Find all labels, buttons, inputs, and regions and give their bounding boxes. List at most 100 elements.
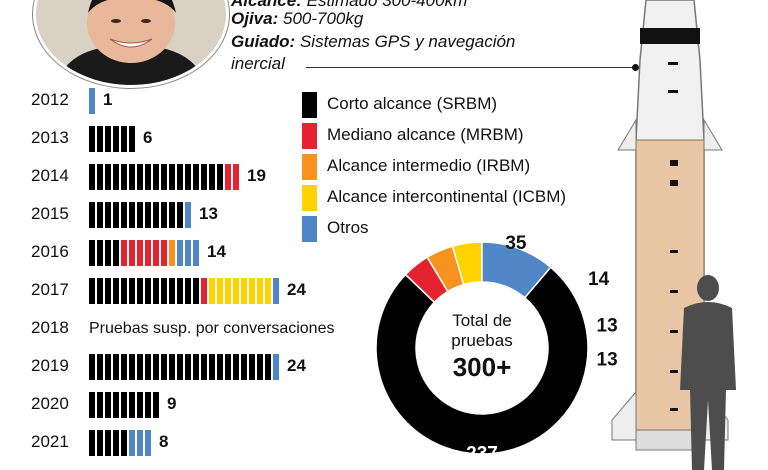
bar-segment [121,392,127,418]
year-label-2021: 2021 [31,432,69,451]
bar-row-2012 [89,88,97,114]
bar-segment [193,164,199,190]
spec-alcance-label: Alcance: [231,0,302,10]
bar-segment [145,278,151,304]
bar-segment [129,240,135,266]
bar-segment [121,354,127,380]
bar-segment [169,202,175,228]
spec-ojiva-value: 500-700kg [282,9,364,28]
year-label-2013: 2013 [31,128,69,147]
legend-swatch-srbm [302,92,317,118]
year-label-2014: 2014 [31,166,69,185]
donut-label-2: 13 [597,316,618,337]
bar-segment [153,278,159,304]
bar-segment [121,240,127,266]
legend-swatch-icbm [302,185,317,211]
bar-segment [217,354,223,380]
bar-row-2013 [89,126,137,152]
bar-segment [273,278,279,304]
bar-segment [177,278,183,304]
bar-segment [129,392,135,418]
year-label-2015: 2015 [31,204,69,223]
bar-segment [209,354,215,380]
bar-segment [217,278,223,304]
bar-segment [145,392,151,418]
bar-segment [153,240,159,266]
bar-segment [129,278,135,304]
spec-alcance: Alcance: Estimado 300-400km [231,0,467,11]
bar-segment [233,164,239,190]
bar-total-2019: 24 [287,356,306,375]
bar-row-2015 [89,202,193,228]
bar-row-2016 [89,240,201,266]
bar-segment [105,354,111,380]
legend-label-srbm: Corto alcance (SRBM) [327,94,498,113]
bar-segment [105,430,111,456]
donut-label-1: 13 [597,350,618,371]
donut-slice-0 [375,266,589,455]
bar-segment [113,278,119,304]
bar-segment [249,354,255,380]
bar-segment [89,88,95,114]
bar-segment [97,430,103,456]
bar-segment [233,354,239,380]
year-note-2018: Pruebas susp. por conversaciones [89,320,335,337]
bar-segment [153,164,159,190]
bar-segment [177,354,183,380]
bar-segment [249,278,255,304]
bar-segment [185,202,191,228]
bar-row-2017 [89,278,281,304]
bar-segment [97,202,103,228]
bar-segment [121,430,127,456]
portrait-photo [33,0,229,88]
donut-title-line-2: pruebas [451,331,512,350]
bar-segment [129,202,135,228]
bar-segment [201,278,207,304]
bar-segment [169,240,175,266]
leader-dot [632,64,639,71]
bar-segment [113,202,119,228]
leader-line [306,67,636,68]
bar-segment [145,164,151,190]
bar-segment [89,430,95,456]
bar-total-2015: 13 [199,204,218,223]
bar-segment [185,240,191,266]
bar-segment [97,126,103,152]
bar-segment [129,164,135,190]
spec-guiado-label: Guiado: [231,32,296,51]
bar-segment [105,240,111,266]
bar-segment [129,354,135,380]
bar-segment [137,392,143,418]
missile-illustration [611,0,736,470]
bar-segment [185,164,191,190]
bar-segment [225,354,231,380]
bar-total-2020: 9 [167,394,177,413]
bar-segment [257,278,263,304]
bar-segment [89,278,95,304]
bar-segment [129,126,135,152]
bar-segment [177,240,183,266]
bar-segment [145,354,151,380]
bar-segment [129,430,135,456]
bar-segment [105,278,111,304]
bar-segment [121,164,127,190]
bar-segment [209,164,215,190]
spec-guiado-value: Sistemas GPS y navegación [299,32,516,51]
bar-segment [257,354,263,380]
bar-segment [137,430,143,456]
bar-segment [161,354,167,380]
bar-segment [233,278,239,304]
bar-segment [169,164,175,190]
bar-segment [113,354,119,380]
donut-label-4: 35 [505,233,527,254]
bar-segment [97,278,103,304]
bar-segment [89,202,95,228]
bar-segment [225,278,231,304]
bar-segment [105,164,111,190]
year-label-2020: 2020 [31,394,69,413]
bar-segment [185,354,191,380]
bar-row-2014 [89,164,241,190]
bar-segment [89,164,95,190]
bar-segment [241,278,247,304]
bar-segment [273,354,279,380]
